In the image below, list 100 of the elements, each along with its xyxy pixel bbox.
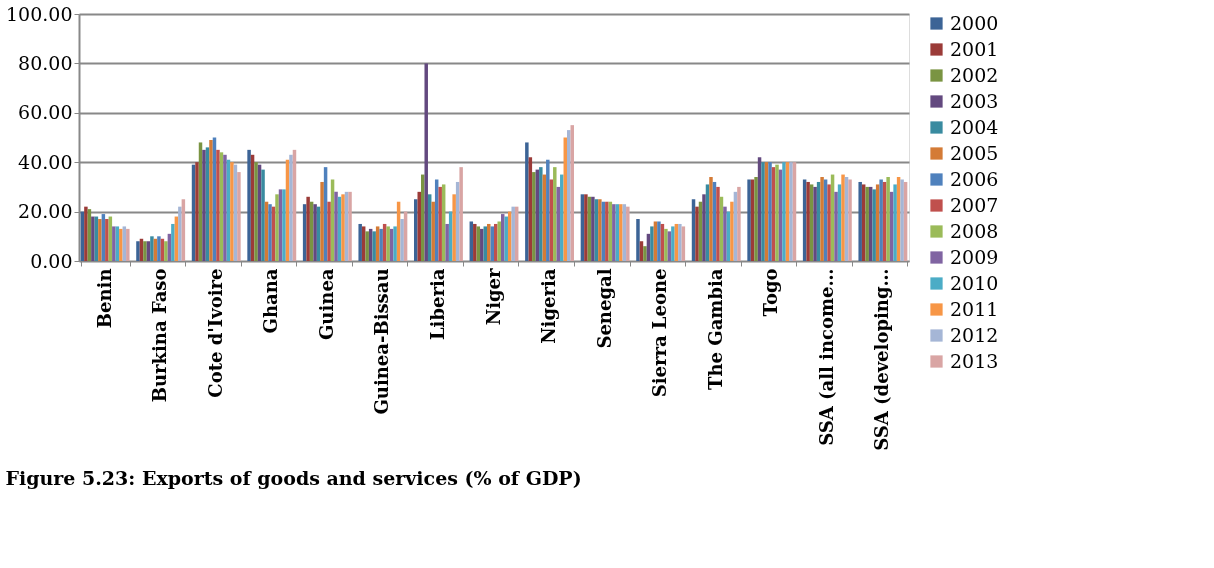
bar: [473, 223, 477, 261]
bar: [424, 63, 428, 261]
bar: [247, 149, 251, 261]
bar: [702, 194, 706, 261]
bar: [143, 241, 147, 261]
bar: [636, 219, 640, 261]
bar: [775, 164, 779, 261]
bar: [789, 162, 793, 261]
bar: [202, 149, 206, 261]
bar: [886, 177, 890, 261]
bar: [598, 199, 602, 261]
bar: [261, 169, 265, 261]
legend-label: 2009: [950, 245, 999, 268]
bar: [452, 194, 456, 261]
legend-label: 2006: [950, 167, 999, 190]
bar: [626, 206, 630, 261]
bar: [546, 159, 550, 261]
bar: [157, 236, 161, 261]
bar: [216, 149, 220, 261]
y-tick-label: 80.00: [18, 51, 73, 74]
caption: Figure 5.23: Exports of goods and services (% of GDP): [5, 467, 582, 490]
x-tick-label: The Gambia: [704, 268, 726, 390]
bar: [806, 181, 810, 261]
x-tick-label: Niger: [482, 267, 504, 326]
legend-label: 2001: [950, 37, 999, 60]
bar: [525, 142, 529, 261]
bar: [431, 201, 435, 261]
bar: [195, 162, 199, 261]
bar: [532, 172, 536, 261]
x-tick-label: SSA (developing…: [871, 268, 893, 451]
bar: [591, 196, 595, 261]
bar: [348, 191, 352, 261]
bar: [126, 228, 130, 261]
bar: [605, 201, 609, 261]
bar: [879, 179, 883, 261]
bar: [893, 184, 897, 261]
bar: [164, 241, 168, 261]
x-tick-label: Cote d'Ivoire: [204, 268, 226, 398]
legend-label: 2005: [950, 141, 999, 164]
bar: [709, 177, 713, 261]
bar: [511, 206, 515, 261]
bar: [358, 223, 362, 261]
bar: [150, 236, 154, 261]
x-tick-label: Senegal: [593, 268, 615, 349]
bar: [445, 223, 449, 261]
bar: [136, 241, 140, 261]
y-tick-label: 20.00: [18, 200, 73, 223]
x-tick-label: Nigeria: [538, 268, 560, 344]
bar: [268, 204, 272, 261]
bar: [827, 184, 831, 261]
x-tick-label: SSA (all income…: [815, 268, 837, 446]
bar: [320, 181, 324, 261]
bar: [254, 162, 258, 261]
x-tick-label: Togo: [760, 268, 782, 317]
x-tick-label: Liberia: [426, 268, 448, 341]
bar: [327, 201, 331, 261]
x-tick-label: Burkina Faso: [149, 268, 171, 403]
x-tick-label: Sierra Leone: [649, 268, 671, 398]
bar: [567, 130, 571, 261]
bar: [438, 186, 442, 261]
bar: [209, 139, 213, 261]
bar: [112, 226, 116, 261]
bar: [584, 194, 588, 261]
bar: [84, 206, 88, 261]
bar: [306, 196, 310, 261]
bar: [671, 226, 675, 261]
bar: [865, 186, 869, 261]
legend-label: 2003: [950, 89, 999, 112]
bar: [400, 219, 404, 261]
y-tick-label: 100.00: [6, 2, 73, 25]
bar: [334, 191, 338, 261]
bar: [171, 223, 175, 261]
bar: [275, 194, 279, 261]
legend-label: 2011: [950, 297, 999, 320]
bar: [737, 186, 741, 261]
bar: [782, 162, 786, 261]
bar: [237, 172, 241, 261]
bar: [230, 162, 234, 261]
bar: [664, 228, 668, 261]
legend-label: 2010: [950, 271, 999, 294]
bar: [282, 189, 286, 261]
bar: [393, 226, 397, 261]
bar: [650, 226, 654, 261]
bar: [820, 177, 824, 261]
legend-label: 2000: [950, 11, 999, 34]
bar: [723, 206, 727, 261]
bar: [560, 174, 564, 261]
bar: [695, 206, 699, 261]
bar: [105, 219, 109, 261]
bar: [417, 191, 421, 261]
bar: [386, 226, 390, 261]
bar: [761, 162, 765, 261]
x-tick-label: Guinea: [315, 268, 337, 340]
bar: [747, 179, 751, 261]
bar: [619, 204, 623, 261]
bar: [612, 204, 616, 261]
bar: [768, 162, 772, 261]
bar: [858, 181, 862, 261]
bar: [289, 154, 293, 261]
legend-label: 2007: [950, 193, 999, 216]
